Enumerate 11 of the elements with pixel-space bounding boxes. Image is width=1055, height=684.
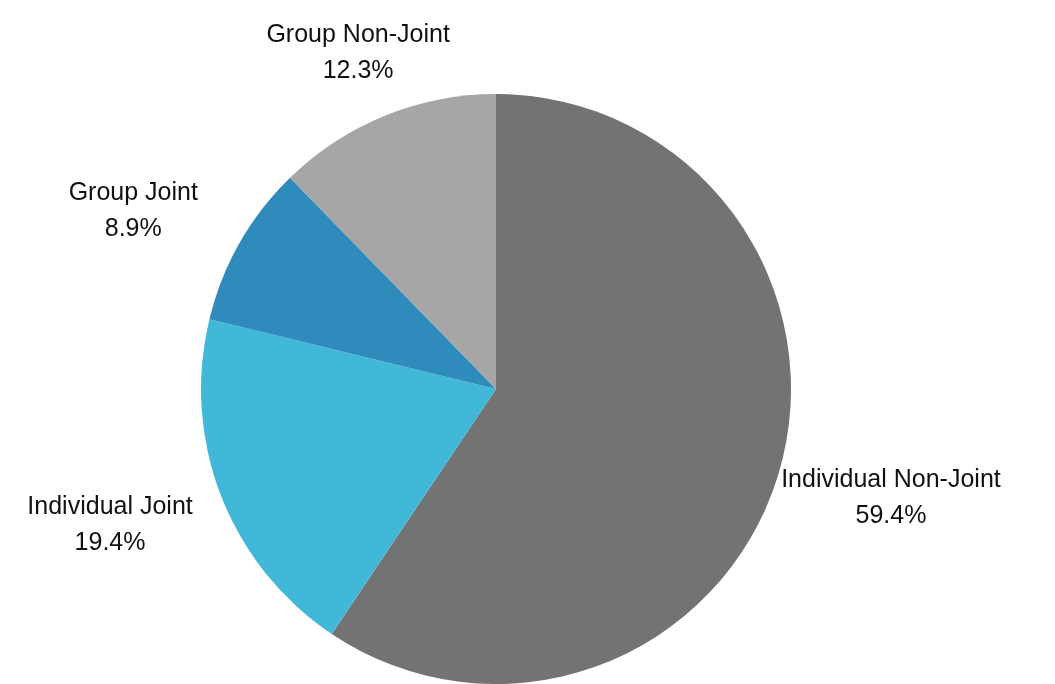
data-label: 19.4% — [74, 526, 146, 555]
slice-label: Individual Non-Joint — [781, 464, 1001, 493]
data-label: 12.3% — [322, 55, 394, 84]
slice-label: Group Non-Joint — [266, 19, 450, 48]
slice-label: Group Joint — [68, 176, 198, 205]
pie-slice — [290, 94, 496, 389]
data-label: 8.9% — [104, 212, 162, 241]
data-label: 59.4% — [855, 500, 927, 529]
pie-slice — [201, 319, 496, 635]
pie-slice — [209, 177, 496, 389]
slice-label: Individual Joint — [27, 490, 193, 519]
